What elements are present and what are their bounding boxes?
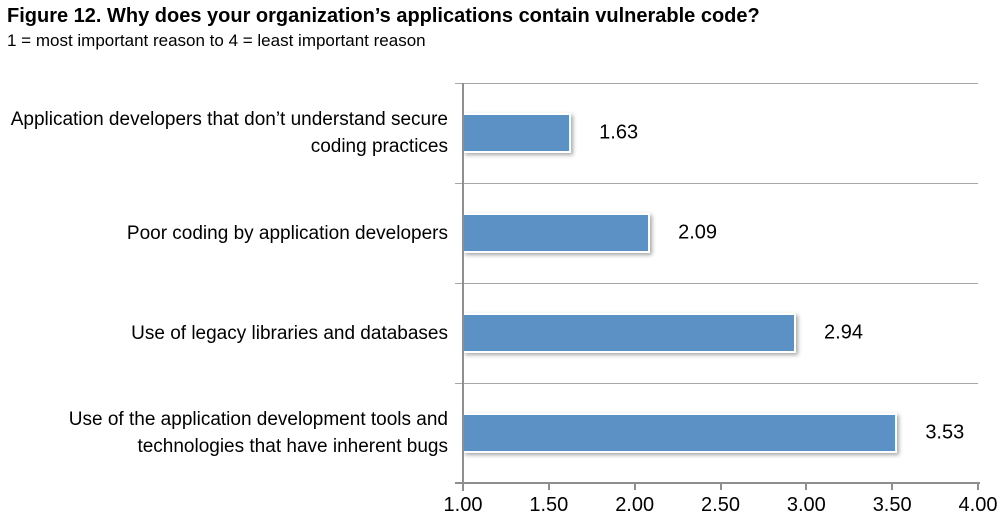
- x-axis-line: [455, 482, 980, 484]
- category-label: Use of legacy libraries and databases: [131, 322, 448, 344]
- x-axis-tick: [805, 483, 808, 490]
- y-axis-line: [462, 83, 464, 491]
- x-axis-tick: [977, 483, 979, 490]
- bar-value-label: 2.94: [824, 321, 863, 344]
- bar-value-label: 1.63: [599, 121, 639, 144]
- chart-title: Figure 12. Why does your organization’s …: [7, 5, 760, 27]
- x-axis-tick: [633, 483, 636, 490]
- category-label: Poor coding by application developers: [126, 222, 448, 244]
- x-axis-tick: [462, 483, 464, 490]
- x-axis-tick: [547, 483, 550, 490]
- x-axis-tick-label: 3.50: [872, 494, 912, 516]
- bar-value-label: 2.09: [678, 221, 718, 244]
- category-separator-line: [455, 83, 978, 84]
- chart-subtitle: 1 = most important reason to 4 = least i…: [7, 31, 426, 50]
- x-axis-tick: [891, 483, 894, 490]
- bar-value-label: 3.53: [925, 421, 965, 444]
- category-label: Use of the application development tools…: [68, 409, 448, 457]
- category-separator-line: [455, 183, 978, 184]
- x-axis-tick-label: 4.00: [958, 494, 998, 516]
- category-label: Application developers that don’t unders…: [10, 109, 448, 157]
- x-axis-tick-label: 3.00: [786, 494, 826, 516]
- x-axis-tick-label: 2.00: [615, 494, 655, 516]
- x-axis-tick-label: 2.50: [701, 494, 740, 516]
- bar: [463, 313, 797, 353]
- category-separator-line: [455, 283, 978, 284]
- bar: [463, 413, 898, 453]
- bar: [463, 113, 572, 153]
- x-axis-tick-label: 1.00: [443, 494, 483, 516]
- bar: [463, 213, 651, 253]
- x-axis-tick: [719, 483, 722, 490]
- category-separator-line: [455, 383, 978, 384]
- x-axis-tick-label: 1.50: [529, 494, 569, 516]
